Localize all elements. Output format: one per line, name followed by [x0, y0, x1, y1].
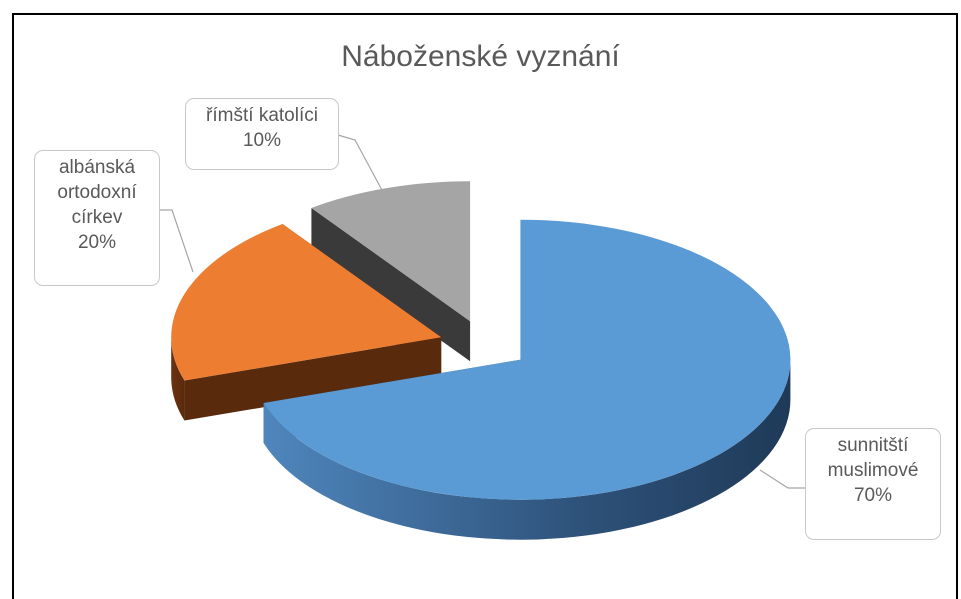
- slice: [311, 181, 471, 322]
- leader-line: [160, 209, 194, 273]
- slice-side: [263, 359, 791, 540]
- data-label: sunnitští muslimové 70%: [805, 428, 941, 540]
- value-label: 10%: [242, 130, 282, 151]
- data-label: albánská ortodoxní církev 20%: [34, 150, 160, 286]
- slice-side: [184, 337, 442, 421]
- category-label: sunnitští muslimové: [827, 435, 919, 481]
- leader-line: [759, 469, 805, 489]
- category-label: albánská ortodoxní církev: [57, 157, 137, 228]
- slice: [263, 219, 791, 500]
- value-label: 70%: [853, 485, 893, 506]
- data-label: římští katolíci 10%: [185, 98, 339, 170]
- category-label: římští katolíci: [206, 105, 318, 126]
- slice-side: [171, 337, 185, 421]
- slice-side: [311, 207, 471, 362]
- slice: [171, 224, 442, 381]
- chart-title: Náboženské vyznání: [341, 40, 620, 73]
- chart-frame: [12, 13, 958, 599]
- leader-lines: [160, 134, 805, 489]
- value-label: 20%: [77, 232, 117, 253]
- leader-line: [337, 134, 384, 193]
